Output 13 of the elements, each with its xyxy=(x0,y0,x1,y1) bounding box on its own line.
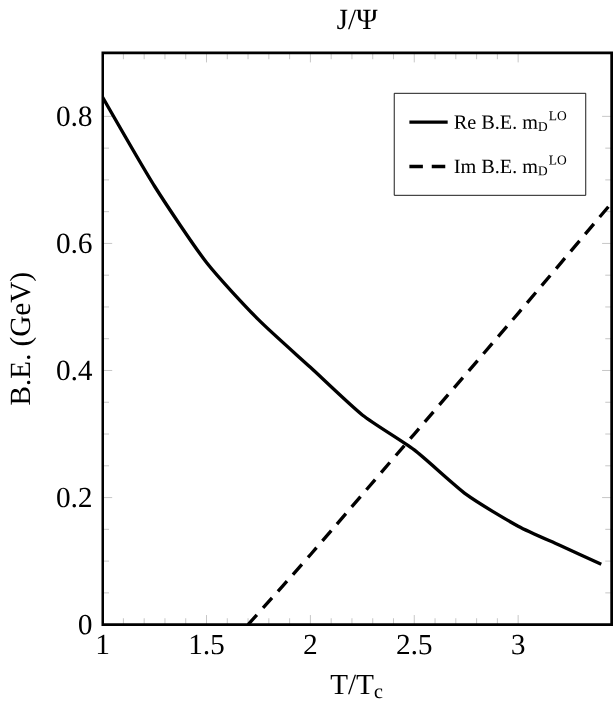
x-tick-label: 3 xyxy=(512,634,525,655)
y-tick-label: 0.8 xyxy=(57,106,92,127)
y-axis-title: B.E. (GeV) xyxy=(10,273,37,405)
y-tick-label: 0 xyxy=(79,614,92,635)
x-axis-title: T/T$_{c}$ xyxy=(331,674,383,699)
y-tick-label: 0.6 xyxy=(57,233,93,254)
x-tick-label: 1 xyxy=(98,634,109,655)
x-tick-label: 2 xyxy=(304,634,317,655)
x-tick-label: 2.5 xyxy=(397,634,432,655)
x-tick-label: 1.5 xyxy=(191,634,225,655)
chart-title: J/Ψ xyxy=(337,9,379,30)
y-tick-label: 0.4 xyxy=(57,360,93,381)
y-tick-label: 0.2 xyxy=(57,487,92,508)
